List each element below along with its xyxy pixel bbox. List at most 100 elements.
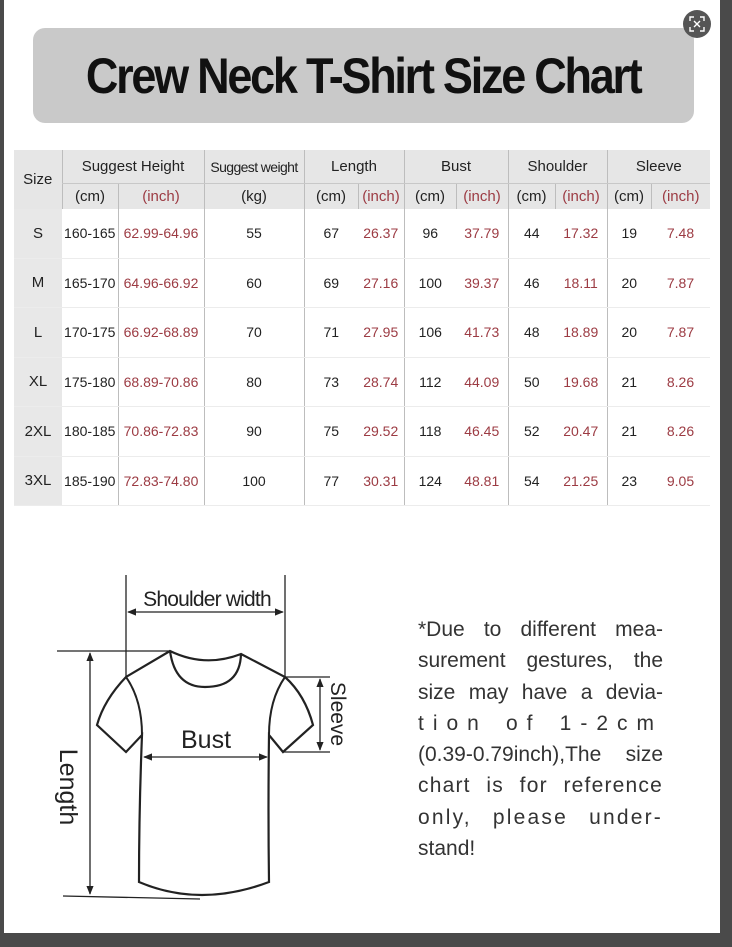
- value-cell: 165-170: [62, 258, 118, 308]
- value-cell: 77: [303, 456, 358, 506]
- value-cell: 30.31: [358, 456, 404, 506]
- table-row: S 160-165 62.99-64.96 55 67 26.37 96 37.79 44 17.…: [14, 209, 710, 259]
- note-line: tion of 1-2cm: [418, 711, 663, 735]
- unit-header: (inch): [357, 183, 404, 209]
- value-cell: 73: [303, 357, 358, 407]
- value-cell: 55: [203, 209, 304, 259]
- value-cell: 50: [507, 357, 555, 407]
- size-table: Size Suggest Height Suggest weight Lengt…: [14, 150, 710, 506]
- value-cell: 46: [507, 258, 555, 308]
- size-cell: 3XL: [14, 456, 62, 506]
- value-cell: 60: [203, 258, 304, 308]
- value-cell: 96: [403, 209, 456, 259]
- header-shoulder: Shoulder: [507, 150, 607, 184]
- value-cell: 19.68: [555, 357, 607, 407]
- value-cell: 7.87: [651, 307, 710, 358]
- value-cell: 27.16: [358, 258, 404, 308]
- value-cell: 62.99-64.96: [117, 209, 204, 259]
- table-row: 3XL 185-190 72.83-74.80 100 77 30.31 124 48.81 5…: [14, 456, 710, 506]
- value-cell: 18.11: [555, 258, 607, 308]
- unit-header: (kg): [203, 183, 304, 209]
- note-line: size may have a devia-: [418, 680, 663, 704]
- value-cell: 20: [606, 258, 651, 308]
- value-cell: 170-175: [62, 307, 118, 358]
- header-height: Suggest Height: [61, 150, 204, 184]
- value-cell: 41.73: [456, 307, 508, 358]
- value-cell: 20: [606, 307, 651, 358]
- value-cell: 67: [303, 209, 358, 259]
- value-cell: 7.48: [651, 209, 710, 259]
- value-cell: 68.89-70.86: [117, 357, 204, 407]
- unit-header: (inch): [455, 183, 508, 209]
- table-row: L 170-175 66.92-68.89 70 71 27.95 106 41.73 48 18…: [14, 307, 710, 358]
- value-cell: 48.81: [456, 456, 508, 506]
- value-cell: 71: [303, 307, 358, 358]
- bust-label: Bust: [181, 726, 231, 754]
- size-cell: S: [14, 209, 62, 259]
- value-cell: 175-180: [62, 357, 118, 407]
- value-cell: 69: [303, 258, 358, 308]
- expand-button[interactable]: [683, 10, 711, 38]
- value-cell: 90: [203, 406, 304, 457]
- unit-header: (cm): [507, 183, 555, 209]
- value-cell: 18.89: [555, 307, 607, 358]
- table-row: XL 175-180 68.89-70.86 80 73 28.74 112 44.09 50 1…: [14, 357, 710, 407]
- value-cell: 7.87: [651, 258, 710, 308]
- note-line: *Due to different mea-: [418, 618, 663, 641]
- value-cell: 9.05: [651, 456, 710, 506]
- length-label: Length: [54, 749, 82, 825]
- sleeve-label: Sleeve: [326, 682, 349, 746]
- value-cell: 39.37: [456, 258, 508, 308]
- header-length: Length: [303, 150, 404, 184]
- note-line: chart is for reference: [418, 774, 663, 798]
- value-cell: 112: [403, 357, 456, 407]
- value-cell: 44.09: [456, 357, 508, 407]
- value-cell: 21.25: [555, 456, 607, 506]
- note-line: (0.39-0.79inch),The size: [418, 743, 663, 767]
- size-cell: 2XL: [14, 406, 62, 457]
- size-cell: L: [14, 307, 62, 358]
- value-cell: 64.96-66.92: [117, 258, 204, 308]
- value-cell: 19: [606, 209, 651, 259]
- value-cell: 27.95: [358, 307, 404, 358]
- expand-icon: [689, 16, 705, 32]
- value-cell: 54: [507, 456, 555, 506]
- value-cell: 20.47: [555, 406, 607, 457]
- unit-header: (cm): [61, 183, 118, 209]
- value-cell: 100: [403, 258, 456, 308]
- header-sleeve: Sleeve: [606, 150, 710, 184]
- unit-header: (cm): [606, 183, 651, 209]
- value-cell: 48: [507, 307, 555, 358]
- table-row: M 165-170 64.96-66.92 60 69 27.16 100 39.37 46 18…: [14, 258, 710, 308]
- shoulder-width-label: Shoulder width: [143, 588, 271, 611]
- value-cell: 72.83-74.80: [117, 456, 204, 506]
- value-cell: 185-190: [62, 456, 118, 506]
- unit-header: (cm): [403, 183, 456, 209]
- value-cell: 8.26: [651, 406, 710, 457]
- header-size: Size: [14, 150, 62, 209]
- size-cell: XL: [14, 357, 62, 407]
- value-cell: 29.52: [358, 406, 404, 457]
- value-cell: 52: [507, 406, 555, 457]
- value-cell: 8.26: [651, 357, 710, 407]
- page-title: Crew Neck T-Shirt Size Chart: [86, 47, 643, 104]
- unit-header: (inch): [650, 183, 710, 209]
- value-cell: 100: [203, 456, 304, 506]
- value-cell: 21: [606, 357, 651, 407]
- value-cell: 70.86-72.83: [117, 406, 204, 457]
- tshirt-outline: [95, 649, 315, 897]
- size-cell: M: [14, 258, 62, 308]
- header-bust: Bust: [403, 150, 508, 184]
- measurement-note: *Due to different mea-surement gestures,…: [418, 614, 663, 864]
- title-banner: Crew Neck T-Shirt Size Chart: [33, 28, 694, 123]
- value-cell: 180-185: [62, 406, 118, 457]
- value-cell: 160-165: [62, 209, 118, 259]
- value-cell: 23: [606, 456, 651, 506]
- value-cell: 66.92-68.89: [117, 307, 204, 358]
- note-line: surement gestures, the: [418, 649, 663, 673]
- value-cell: 17.32: [555, 209, 607, 259]
- value-cell: 106: [403, 307, 456, 358]
- unit-header: (inch): [117, 183, 204, 209]
- value-cell: 118: [403, 406, 456, 457]
